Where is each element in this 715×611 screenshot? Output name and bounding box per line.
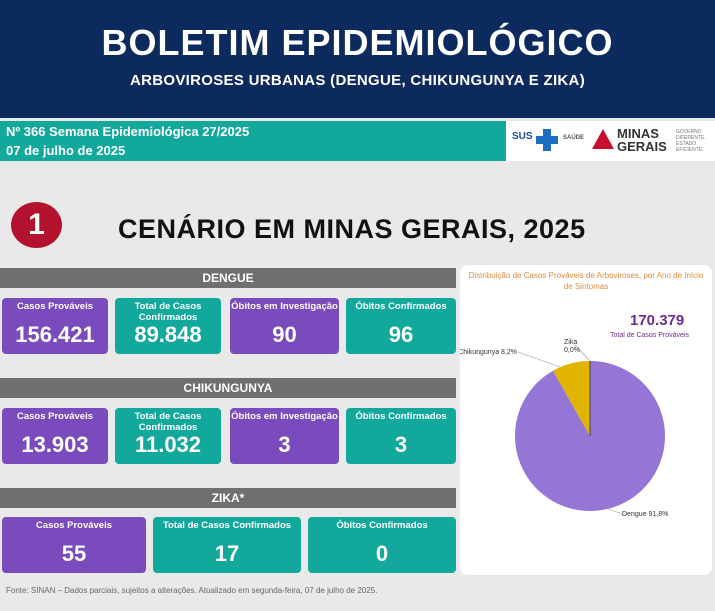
dengue-probable-card: Casos Prováveis 156.421 bbox=[2, 298, 108, 354]
card-value: 0 bbox=[375, 541, 389, 566]
sus-logo: SUS bbox=[512, 131, 533, 142]
card-label: Total de Casos Confirmados bbox=[162, 520, 292, 531]
card-label: Óbitos em Investigação bbox=[231, 301, 338, 312]
zika-deaths-confirmed-card: Óbitos Confirmados 0 bbox=[308, 517, 456, 573]
card-label: Óbitos Confirmados bbox=[355, 301, 447, 312]
logos-area: SUS SAÚDE MINAS GERAIS GOVERNO DIFERENTE… bbox=[506, 121, 715, 161]
zika-confirmed-card: Total de Casos Confirmados 17 bbox=[153, 517, 301, 573]
issue-date: 07 de julho de 2025 bbox=[6, 143, 126, 158]
card-label: Casos Prováveis bbox=[16, 411, 94, 422]
chik-confirmed-card: Total de Casos Confirmados 11.032 bbox=[115, 408, 221, 464]
card-value: 55 bbox=[61, 541, 87, 566]
card-value: 156.421 bbox=[15, 322, 95, 347]
card-value: 89.848 bbox=[134, 322, 202, 347]
card-value: 13.903 bbox=[21, 432, 89, 457]
card-label: Óbitos Confirmados bbox=[336, 520, 428, 531]
leader-line-dengue bbox=[607, 508, 624, 515]
chart-panel: Distribuição de Casos Prováveis de Arbov… bbox=[460, 265, 712, 575]
dengue-deaths-investigation-card: Óbitos em Investigação 90 bbox=[230, 298, 339, 354]
pie-label-zika: Zika 0,0% bbox=[564, 339, 580, 354]
chikungunya-bar: CHIKUNGUNYA bbox=[0, 378, 456, 398]
card-value: 11.032 bbox=[134, 432, 202, 457]
total-cases-value: 170.379 bbox=[630, 312, 685, 329]
total-cases-label: Total de Casos Prováveis bbox=[610, 332, 689, 339]
issue-number: Nº 366 Semana Epidemiológica 27/2025 bbox=[6, 124, 250, 139]
dengue-bar: DENGUE bbox=[0, 268, 456, 288]
card-label: Casos Prováveis bbox=[35, 520, 113, 531]
card-label: Total de Casos Confirmados bbox=[134, 411, 202, 433]
chik-deaths-investigation-card: Óbitos em Investigação 3 bbox=[230, 408, 339, 464]
saude-label: SAÚDE bbox=[563, 135, 585, 141]
card-label: Óbitos em Investigação bbox=[231, 411, 338, 422]
chik-probable-card: Casos Prováveis 13.903 bbox=[2, 408, 108, 464]
card-value: 96 bbox=[388, 322, 414, 347]
card-label: Casos Prováveis bbox=[16, 301, 94, 312]
card-value: 17 bbox=[214, 541, 240, 566]
pie-chart: Dengue 91,8% Chikungunya 8,2% Zika 0,0% bbox=[460, 339, 668, 518]
source-footnote: Fonte: SINAN – Dados parciais, sujeitos … bbox=[6, 586, 378, 595]
zika-bar: ZIKA* bbox=[0, 488, 456, 508]
chart-title: Distribuição de Casos Prováveis de Arbov… bbox=[468, 271, 704, 291]
bulletin-title: BOLETIM EPIDEMIOLÓGICO bbox=[101, 22, 614, 63]
card-value: 90 bbox=[272, 322, 297, 347]
card-value: 3 bbox=[394, 432, 408, 457]
page-header: BOLETIM EPIDEMIOLÓGICO ARBOVIROSES URBAN… bbox=[0, 0, 715, 118]
leader-line-zika bbox=[574, 344, 591, 362]
card-label: Óbitos Confirmados bbox=[355, 411, 447, 422]
bulletin-subtitle: ARBOVIROSES URBANAS (DENGUE, CHIKUNGUNYA… bbox=[130, 72, 585, 89]
dengue-deaths-confirmed-card: Óbitos Confirmados 96 bbox=[346, 298, 456, 354]
pie-label-chikungunya: Chikungunya 8,2% bbox=[460, 349, 517, 356]
leader-line-chikungunya bbox=[517, 351, 561, 368]
chik-deaths-confirmed-card: Óbitos Confirmados 3 bbox=[346, 408, 456, 464]
minas-gerais-logo: MINAS GERAIS bbox=[617, 126, 667, 154]
section-number: 1 bbox=[11, 202, 62, 248]
card-label: Total de Casos Confirmados bbox=[134, 301, 202, 323]
issue-banner: Nº 366 Semana Epidemiológica 27/2025 07 … bbox=[0, 121, 506, 161]
zika-probable-card: Casos Prováveis 55 bbox=[2, 517, 146, 573]
minas-gerais-triangle-icon bbox=[592, 129, 614, 149]
card-value: 3 bbox=[278, 432, 291, 457]
pie-slice-chikungunya bbox=[553, 361, 590, 436]
government-tagline: GOVERNO DIFERENTE. ESTADO EFICIENTE. bbox=[676, 129, 706, 153]
section-title: CENÁRIO EM MINAS GERAIS, 2025 bbox=[118, 214, 586, 244]
dengue-confirmed-card: Total de Casos Confirmados 89.848 bbox=[115, 298, 221, 354]
health-cross-icon bbox=[536, 129, 558, 151]
pie-label-dengue: Dengue 91,8% bbox=[622, 511, 668, 518]
